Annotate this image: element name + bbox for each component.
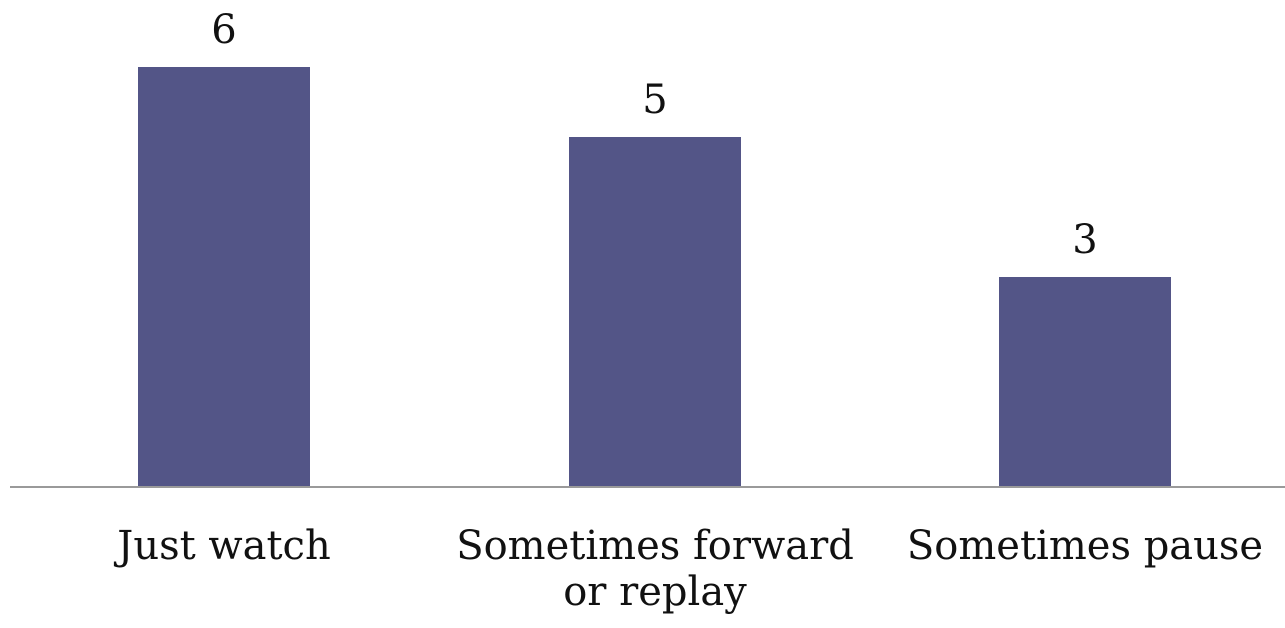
bar-value-label-3: 3	[1072, 217, 1097, 263]
category-label-3: Sometimes pause	[875, 523, 1285, 569]
category-label-line: Just watch	[117, 523, 331, 569]
bar-2	[569, 137, 741, 487]
category-label-line: Sometimes forward	[456, 523, 854, 569]
bars-group	[138, 67, 1171, 487]
category-label-1: Just watch	[14, 523, 434, 569]
category-label-2: Sometimes forward or replay	[445, 523, 865, 615]
category-label-line: or replay	[563, 569, 747, 615]
bar-value-label-1: 6	[211, 7, 236, 53]
bar-1	[138, 67, 310, 487]
category-label-line: Sometimes pause	[906, 523, 1264, 569]
value-labels-group: 6 5 3	[211, 7, 1097, 263]
bar-value-label-2: 5	[642, 77, 667, 123]
bar-3	[999, 277, 1171, 487]
